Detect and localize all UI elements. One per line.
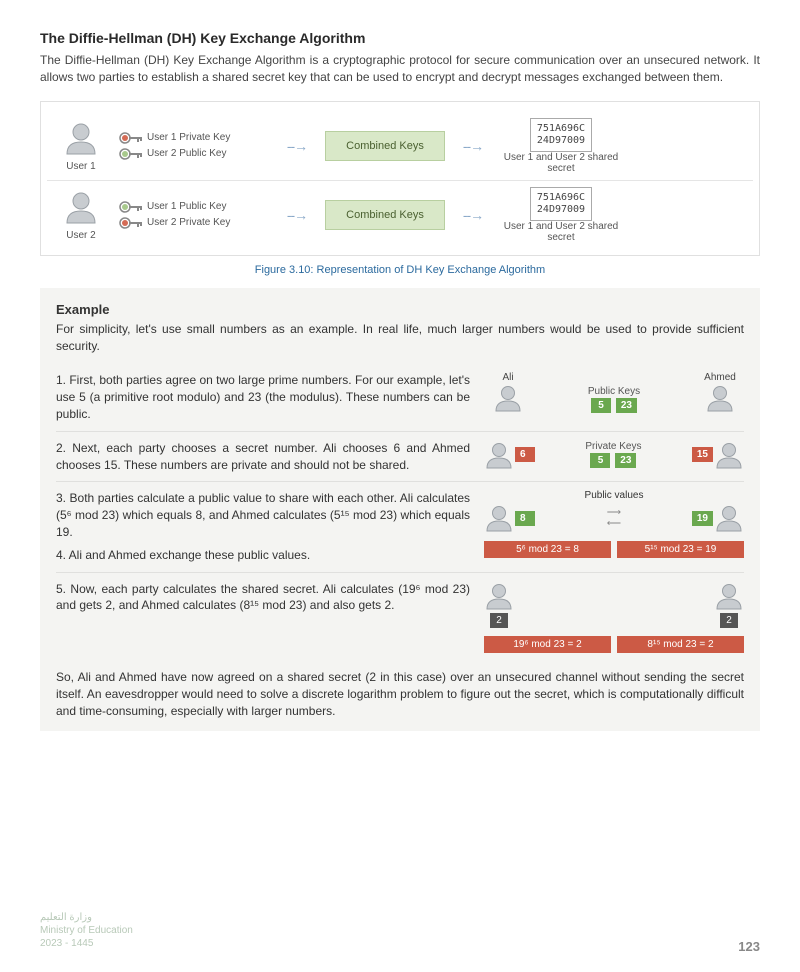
example-step-5: 5. Now, each party calculates the shared… xyxy=(56,573,744,661)
step-text: 1. First, both parties agree on two larg… xyxy=(56,372,470,422)
chip: 6 xyxy=(515,447,535,462)
user-icon xyxy=(63,189,99,225)
user-icon xyxy=(484,581,514,611)
dh-row-user1: User 1 User 1 Private Key User 2 Public … xyxy=(47,112,753,180)
keys-label: Private Keys xyxy=(536,441,691,452)
formula-box: 19⁶ mod 23 = 2 xyxy=(484,636,611,653)
example-step-1: 1. First, both parties agree on two larg… xyxy=(56,364,744,431)
combined-keys-box: Combined Keys xyxy=(325,131,445,161)
formula-box: 5¹⁵ mod 23 = 19 xyxy=(617,541,744,558)
user-icon xyxy=(705,383,735,413)
arrow-icon: --→ xyxy=(277,207,317,223)
user-icon xyxy=(484,503,514,533)
chip: 5 xyxy=(590,453,610,468)
example-panel: Example For simplicity, let's use small … xyxy=(40,288,760,731)
step-text: 2. Next, each party chooses a secret num… xyxy=(56,440,470,474)
exchange-icon: ⟶⟵ xyxy=(536,507,691,529)
result-chip: 2 xyxy=(490,613,508,628)
result-chip: 2 xyxy=(720,613,738,628)
key-label: User 2 Private Key xyxy=(147,217,230,228)
person-name: Ali xyxy=(502,372,513,383)
chip: 23 xyxy=(615,453,636,468)
example-title: Example xyxy=(56,302,744,317)
key-label: User 1 Private Key xyxy=(147,132,230,143)
chip: 23 xyxy=(616,398,637,413)
key-icon xyxy=(119,216,143,230)
chip: 8 xyxy=(515,511,535,526)
step-text: 5. Now, each party calculates the shared… xyxy=(56,581,470,653)
user-label: User 2 xyxy=(51,230,111,241)
footer-watermark: وزارة التعليم Ministry of Education 2023… xyxy=(40,911,133,950)
user-label: User 1 xyxy=(51,161,111,172)
page-number: 123 xyxy=(738,939,760,954)
shared-label: User 1 and User 2 shared secret xyxy=(501,221,621,243)
formula-box: 5⁶ mod 23 = 8 xyxy=(484,541,611,558)
page-title: The Diffie-Hellman (DH) Key Exchange Alg… xyxy=(40,30,760,46)
example-step-2: 2. Next, each party chooses a secret num… xyxy=(56,432,744,483)
user-icon xyxy=(714,503,744,533)
key-icon xyxy=(119,147,143,161)
user-icon xyxy=(493,383,523,413)
step-text: 3. Both parties calculate a public value… xyxy=(56,490,470,540)
example-lead: For simplicity, let's use small numbers … xyxy=(56,321,744,355)
arrow-icon: --→ xyxy=(277,138,317,154)
combined-keys-box: Combined Keys xyxy=(325,200,445,230)
arrow-icon: --→ xyxy=(453,138,493,154)
figure-caption: Figure 3.10: Representation of DH Key Ex… xyxy=(40,264,760,276)
user-icon xyxy=(714,581,744,611)
shared-secret-box: 751A696C24D97009 xyxy=(530,187,592,221)
user-icon xyxy=(714,440,744,470)
arrow-icon: --→ xyxy=(453,207,493,223)
keys-label: Public values xyxy=(484,490,744,501)
step-text: 4. Ali and Ahmed exchange these public v… xyxy=(56,547,470,564)
keys-label: Public Keys xyxy=(532,386,696,397)
intro-text: The Diffie-Hellman (DH) Key Exchange Alg… xyxy=(40,52,760,87)
example-step-3-4: 3. Both parties calculate a public value… xyxy=(56,482,744,572)
key-label: User 2 Public Key xyxy=(147,148,226,159)
user-icon xyxy=(63,120,99,156)
key-icon xyxy=(119,200,143,214)
example-conclusion: So, Ali and Ahmed have now agreed on a s… xyxy=(56,669,744,721)
shared-secret-box: 751A696C24D97009 xyxy=(530,118,592,152)
chip: 5 xyxy=(591,398,611,413)
dh-diagram: User 1 User 1 Private Key User 2 Public … xyxy=(40,101,760,256)
user-icon xyxy=(484,440,514,470)
key-icon xyxy=(119,131,143,145)
person-name: Ahmed xyxy=(704,372,736,383)
formula-box: 8¹⁵ mod 23 = 2 xyxy=(617,636,744,653)
chip: 19 xyxy=(692,511,713,526)
dh-row-user2: User 2 User 1 Public Key User 2 Private … xyxy=(47,180,753,249)
shared-label: User 1 and User 2 shared secret xyxy=(501,152,621,174)
chip: 15 xyxy=(692,447,713,462)
key-label: User 1 Public Key xyxy=(147,201,226,212)
